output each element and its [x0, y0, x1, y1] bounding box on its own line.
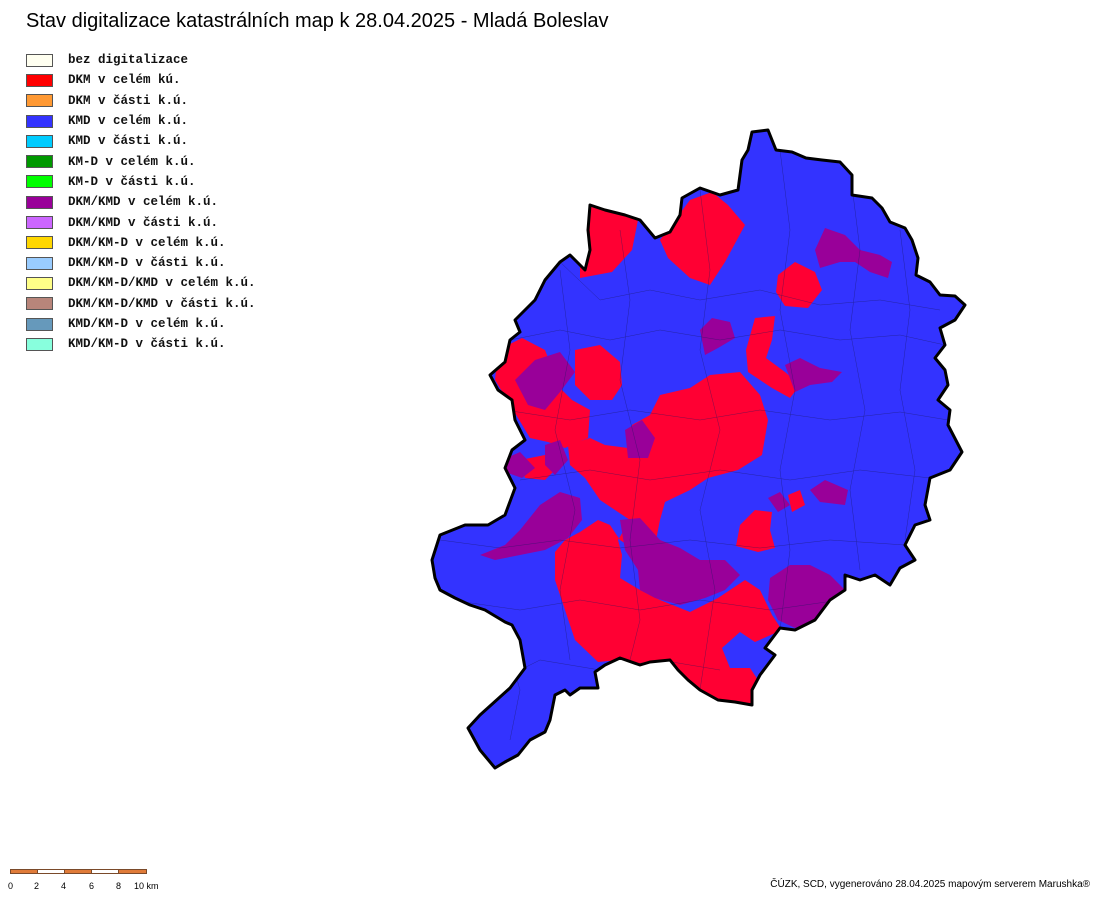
scale-tick-label: 8 — [116, 881, 122, 891]
scale-tick-label: 4 — [61, 881, 67, 891]
dkm-region-south-east — [736, 510, 775, 552]
dkm-region-north-east — [776, 262, 822, 308]
legend-swatch — [26, 134, 53, 148]
legend-swatch — [26, 114, 53, 128]
legend-item: KM-D v části k.ú. — [26, 172, 256, 192]
legend-swatch — [26, 216, 53, 230]
dkm-region-west-top — [575, 345, 622, 400]
legend-label: DKM/KM-D/KMD v celém k.ú. — [68, 276, 256, 291]
legend-label: KMD v části k.ú. — [68, 134, 189, 149]
legend-swatch — [26, 94, 53, 108]
legend-item: bez digitalizace — [26, 50, 256, 70]
legend-label: KM-D v celém k.ú. — [68, 154, 196, 169]
legend-label: KMD/KM-D v části k.ú. — [68, 337, 226, 352]
mixed-region-west-mid — [545, 440, 568, 475]
legend-item: KMD/KM-D v části k.ú. — [26, 334, 256, 354]
scale-segment — [118, 869, 147, 874]
legend-item: KMD v části k.ú. — [26, 131, 256, 151]
legend-item: DKM/KM-D v části k.ú. — [26, 253, 256, 273]
legend-swatch — [26, 256, 53, 270]
legend-swatch — [26, 155, 53, 169]
dkm-region-central — [555, 372, 782, 704]
legend-swatch — [26, 276, 53, 290]
legend-label: DKM/KMD v části k.ú. — [68, 215, 219, 230]
legend-label: KMD v celém k.ú. — [68, 114, 189, 129]
legend-item: DKM v části k.ú. — [26, 91, 256, 111]
legend-item: KM-D v celém k.ú. — [26, 151, 256, 171]
legend-label: DKM v celém kú. — [68, 73, 181, 88]
scale-tick-label: 6 — [89, 881, 95, 891]
legend-label: DKM/KM-D/KMD v části k.ú. — [68, 296, 256, 311]
mixed-region-south-east — [768, 565, 845, 628]
dkm-region-north-west — [580, 200, 640, 278]
legend-label: KMD/KM-D v celém k.ú. — [68, 317, 226, 331]
scale-segment — [91, 869, 119, 874]
legend-swatch — [26, 175, 53, 189]
legend-label: DKM/KMD v celém k.ú. — [68, 195, 219, 210]
legend-label: bez digitalizace — [68, 53, 189, 68]
legend-item: KMD v celém k.ú. — [26, 111, 256, 131]
scale-segment — [37, 869, 65, 874]
legend-item: DKM/KM-D/KMD v celém k.ú. — [26, 273, 256, 293]
legend-item: DKM/KMD v části k.ú. — [26, 212, 256, 232]
mixed-region-west — [515, 352, 575, 410]
mixed-region-north-central — [700, 318, 735, 355]
credit-text: ČÚZK, SCD, vygenerováno 28.04.2025 mapov… — [770, 879, 1090, 890]
scale-tick-label: 2 — [34, 881, 40, 891]
legend-item: KMD/KM-D v celém k.ú. — [26, 314, 256, 334]
mixed-region-south — [620, 518, 740, 605]
legend-label: DKM v části k.ú. — [68, 93, 189, 108]
dkm-region-small-east — [788, 490, 805, 512]
mixed-region-east-small — [810, 480, 848, 505]
legend-label: KM-D v části k.ú. — [68, 174, 196, 189]
legend: bez digitalizace DKM v celém kú. DKM v čás… — [26, 50, 256, 354]
cadastral-boundaries — [439, 149, 949, 741]
scale-segment — [10, 869, 38, 874]
legend-swatch — [26, 337, 53, 351]
legend-item: DKM/KM-D/KMD v části k.ú. — [26, 294, 256, 314]
mixed-region-south-west — [480, 492, 582, 560]
scale-segment — [64, 869, 92, 874]
legend-swatch — [26, 297, 53, 311]
scale-tick-label: 10 km — [134, 881, 159, 891]
legend-item: DKM/KM-D v celém k.ú. — [26, 233, 256, 253]
scale-tick-label: 0 — [8, 881, 14, 891]
legend-label: DKM/KM-D v části k.ú. — [68, 256, 226, 271]
legend-swatch — [26, 236, 53, 250]
legend-swatch — [26, 73, 53, 87]
dkm-region-east-strip — [746, 316, 800, 398]
map-title: Stav digitalizace katastrálních map k 28… — [26, 10, 609, 32]
legend-label: DKM/KM-D v celém k.ú. — [68, 235, 226, 250]
legend-swatch — [26, 53, 53, 67]
district-outline — [430, 128, 967, 770]
legend-item: DKM v celém kú. — [26, 70, 256, 90]
legend-item: DKM/KMD v celém k.ú. — [26, 192, 256, 212]
scale-bar: 0 2 4 6 8 10 km — [8, 868, 170, 892]
mixed-region-east — [785, 358, 842, 392]
legend-swatch — [26, 195, 53, 209]
mixed-region-north-east — [815, 228, 892, 278]
legend-swatch — [26, 317, 53, 331]
